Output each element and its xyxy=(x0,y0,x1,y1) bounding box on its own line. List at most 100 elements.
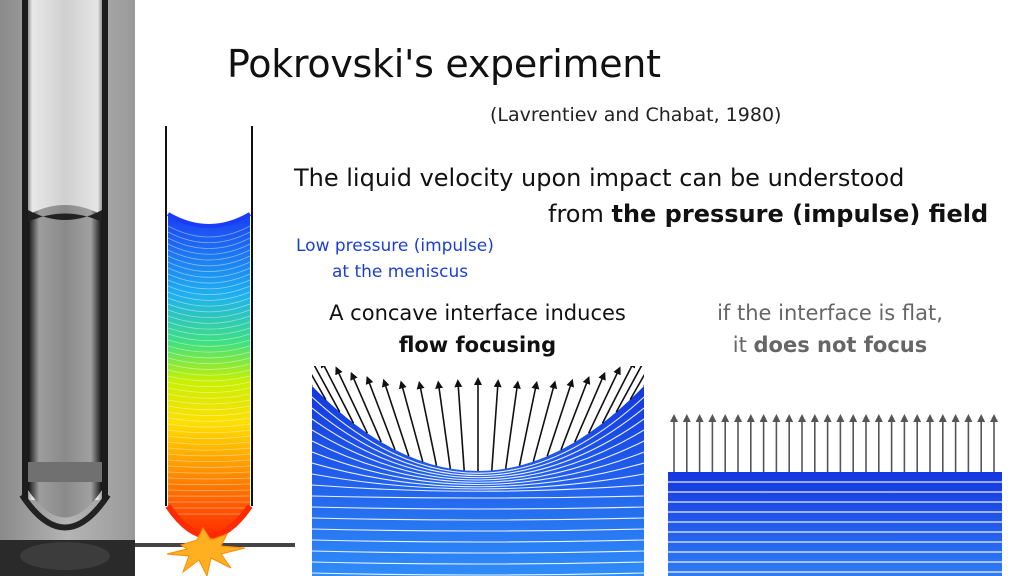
velocity-arrow xyxy=(560,376,591,451)
pressure-contour-line xyxy=(167,243,251,255)
flat-interface-diagram xyxy=(668,414,1002,576)
velocity-arrow xyxy=(629,373,644,400)
pressure-contour-line xyxy=(167,375,251,382)
velocity-arrow xyxy=(313,366,341,413)
pressure-contour-line xyxy=(167,429,251,434)
velocity-arrow xyxy=(601,366,636,424)
flow-line xyxy=(312,550,644,554)
pressure-contour-line xyxy=(167,279,251,290)
pressure-contour-line xyxy=(167,381,251,388)
velocity-arrow xyxy=(435,380,452,469)
citation: (Lavrentiev and Chabat, 1980) xyxy=(490,104,782,126)
velocity-arrow xyxy=(398,380,424,462)
pressure-contour-line xyxy=(167,363,251,370)
flow-line xyxy=(312,396,644,474)
flow-line xyxy=(312,473,644,490)
pressure-contour-line xyxy=(167,261,251,272)
lead-line-2-prefix: from xyxy=(548,200,612,228)
pressure-contour-line xyxy=(167,411,251,416)
pressure-contour-line xyxy=(167,447,251,451)
flow-line xyxy=(312,429,644,481)
flow-line xyxy=(312,462,644,488)
velocity-arrow xyxy=(416,380,438,466)
flow-line xyxy=(312,407,644,477)
pressure-contour-line xyxy=(167,273,251,284)
pressure-contour-line xyxy=(167,291,251,301)
pressure-contour-line xyxy=(167,465,251,468)
pressure-contour-line xyxy=(167,225,251,238)
velocity-arrow xyxy=(615,366,643,413)
page-title: Pokrovski's experiment xyxy=(227,42,661,86)
concave-caption: A concave interface induces flow focusin… xyxy=(300,297,655,361)
flat-caption-line-1: if the interface is flat, xyxy=(717,301,943,325)
flow-line xyxy=(312,528,644,532)
pressure-contour-line xyxy=(167,351,251,359)
concave-interface-diagram xyxy=(312,366,644,576)
pressure-contour-line xyxy=(167,285,251,295)
pressure-contour-line xyxy=(167,255,251,267)
flow-line xyxy=(312,451,644,485)
pressure-contour-line xyxy=(167,453,251,457)
pressure-contour-line xyxy=(167,345,251,353)
flat-caption-line-2-prefix: it xyxy=(732,333,754,357)
flow-line xyxy=(312,572,644,576)
pressure-contour-line xyxy=(167,369,251,376)
pressure-contour-line xyxy=(167,459,251,463)
concave-caption-line-2: flow focusing xyxy=(398,333,557,357)
flow-line xyxy=(312,561,644,565)
velocity-arrow xyxy=(574,371,606,443)
pressure-contour-line xyxy=(167,315,251,324)
flow-line xyxy=(312,495,644,499)
pressure-contour-line xyxy=(167,249,251,261)
meniscus-note-line-1: Low pressure (impulse) xyxy=(296,236,494,256)
pressure-contour-line xyxy=(167,303,251,313)
flow-line xyxy=(312,517,644,521)
pressure-contour-line xyxy=(167,399,251,405)
velocity-arrow xyxy=(312,373,327,400)
pressure-contour-line xyxy=(167,333,251,342)
pressure-contour-line xyxy=(167,405,251,411)
pressure-contour-line xyxy=(167,357,251,365)
test-tube-photo xyxy=(0,0,135,576)
velocity-arrow xyxy=(381,378,410,457)
concave-caption-line-1: A concave interface induces xyxy=(329,301,626,325)
flow-line xyxy=(312,539,644,543)
pressure-contour-line xyxy=(167,387,251,393)
pressure-contour-line xyxy=(167,237,251,249)
meniscus-note-line-2: at the meniscus xyxy=(332,262,469,282)
pressure-contour-line xyxy=(167,483,251,486)
pressure-contour-line xyxy=(167,327,251,336)
pressure-contour-line xyxy=(167,267,251,278)
flat-caption-line-2-bold: does not focus xyxy=(753,333,928,357)
flow-line xyxy=(312,418,644,479)
pressure-contour-line xyxy=(167,393,251,399)
velocity-arrow xyxy=(335,366,369,434)
velocity-arrow xyxy=(350,371,382,443)
focusing-arrows xyxy=(312,366,644,471)
flat-caption: if the interface is flat, it does not fo… xyxy=(690,297,970,361)
pressure-contour-line xyxy=(167,297,251,307)
velocity-arrow xyxy=(454,379,465,471)
lead-line-2: from the pressure (impulse) field xyxy=(548,196,988,232)
velocity-arrow xyxy=(532,380,558,462)
velocity-arrow xyxy=(504,380,521,469)
impact-flash-icon xyxy=(166,527,246,576)
velocity-arrow xyxy=(365,376,396,451)
pressure-contour-line xyxy=(167,435,251,439)
pressure-contour-line xyxy=(167,339,251,347)
meniscus-note: Low pressure (impulse) at the meniscus xyxy=(296,233,494,285)
flow-line xyxy=(312,506,644,510)
pressure-contour-line xyxy=(167,477,251,480)
pressure-contour-line xyxy=(167,441,251,445)
pressure-contour-line xyxy=(167,417,251,422)
pressure-contour-line xyxy=(167,309,251,319)
lead-line-2-bold: the pressure (impulse) field xyxy=(611,200,989,228)
pressure-contour-line xyxy=(167,321,251,330)
lead-line-1: The liquid velocity upon impact can be u… xyxy=(294,164,905,192)
pressure-contour-line xyxy=(167,423,251,428)
velocity-arrow xyxy=(546,378,575,457)
velocity-arrow xyxy=(320,366,355,424)
flow-line xyxy=(312,484,644,492)
velocity-arrow xyxy=(518,380,540,466)
velocity-arrow xyxy=(587,366,621,434)
